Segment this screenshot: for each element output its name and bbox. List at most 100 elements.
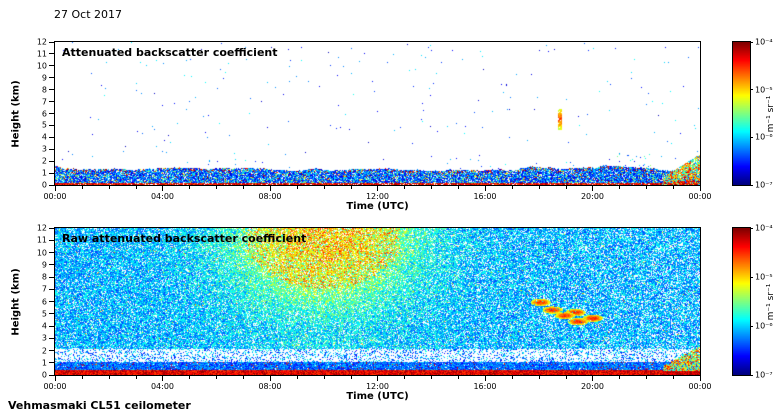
x-minor-tick-mark <box>243 186 245 189</box>
x-minor-tick-mark <box>296 376 298 379</box>
x-tick-mark <box>699 376 701 381</box>
x-tick-mark <box>592 376 593 381</box>
y-tick-mark <box>49 374 54 376</box>
x-tick-mark <box>484 376 486 381</box>
x-minor-tick-mark <box>189 186 191 189</box>
colorbar-tick-mark <box>750 374 753 376</box>
y-tick-label: 1 <box>41 358 47 368</box>
y-tick-mark <box>49 288 54 290</box>
raw-attenuated-backscatter-heatmap <box>55 228 700 375</box>
y-tick-label: 10 <box>36 248 47 257</box>
colorbar-tick-mark <box>750 325 753 327</box>
x-minor-tick-mark <box>673 376 675 379</box>
x-minor-tick-mark <box>646 186 648 189</box>
x-tick-mark <box>54 376 56 381</box>
x-tick-mark <box>377 376 378 381</box>
x-minor-tick-mark <box>673 186 675 189</box>
x-tick-label: 16:00 <box>473 192 497 201</box>
x-minor-tick-mark <box>511 376 513 379</box>
y-tick-label: 9 <box>41 73 47 83</box>
x-minor-tick-mark <box>189 376 191 379</box>
x-minor-tick-mark <box>81 376 83 379</box>
x-minor-tick-mark <box>458 376 460 379</box>
y-tick-label: 8 <box>41 85 47 95</box>
y-tick-mark <box>49 350 54 351</box>
y-tick-label: 11 <box>36 49 47 59</box>
x-minor-tick-mark <box>565 186 567 189</box>
colorbar-tick-label: 10⁻⁴ <box>755 37 773 47</box>
colorbar-gradient-bottom <box>733 228 750 375</box>
x-minor-tick-mark <box>511 186 513 189</box>
colorbar-units-top: m⁻¹ sr⁻¹ <box>766 95 776 132</box>
y-tick-label: 2 <box>41 156 47 166</box>
y-tick-label: 8 <box>41 272 47 282</box>
x-tick-mark <box>484 186 486 191</box>
x-tick-label: 00:00 <box>688 192 712 201</box>
y-tick-mark <box>49 172 54 174</box>
x-tick-mark <box>162 376 163 381</box>
y-tick-label: 3 <box>41 333 47 343</box>
x-axis-label-bottom: Time (UTC) <box>346 391 409 402</box>
y-tick-mark <box>49 101 54 103</box>
y-axis-label-top: Height (km) <box>10 79 22 148</box>
y-tick-mark <box>49 276 54 278</box>
x-minor-tick-mark <box>108 186 110 189</box>
y-tick-mark <box>49 160 54 162</box>
x-tick-label: 16:00 <box>473 382 497 391</box>
x-minor-tick-mark <box>81 186 83 189</box>
x-minor-tick-mark <box>619 376 621 379</box>
y-tick-label: 6 <box>41 297 47 306</box>
x-minor-tick-mark <box>108 376 110 379</box>
x-minor-tick-mark <box>350 186 352 189</box>
x-tick-mark <box>269 186 271 191</box>
x-tick-mark <box>377 186 378 191</box>
raw-attenuated-backscatter-plot <box>54 227 701 376</box>
y-tick-label: 11 <box>36 235 47 245</box>
colorbar-tick-mark <box>750 41 753 43</box>
x-tick-label: 12:00 <box>365 382 390 391</box>
y-tick-label: 0 <box>41 370 47 380</box>
x-tick-label: 00:00 <box>43 192 67 201</box>
colorbar-tick-label: 10⁻⁶ <box>755 132 773 142</box>
y-tick-label: 12 <box>36 223 47 233</box>
x-minor-tick-mark <box>538 376 540 379</box>
colorbar-tick-mark <box>750 89 753 91</box>
x-tick-label: 00:00 <box>43 382 67 391</box>
x-minor-tick-mark <box>431 186 433 189</box>
y-tick-mark <box>49 184 54 186</box>
y-tick-label: 1 <box>41 168 47 178</box>
y-tick-label: 10 <box>36 61 47 71</box>
y-tick-mark <box>49 227 54 229</box>
colorbar-tick-label: 10⁻⁷ <box>755 370 773 380</box>
x-tick-label: 20:00 <box>580 192 605 201</box>
y-tick-mark <box>49 362 54 364</box>
colorbar-tick-label: 10⁻⁵ <box>755 272 773 282</box>
y-tick-mark <box>49 264 54 266</box>
colorbar-tick-label: 10⁻⁵ <box>755 85 773 95</box>
y-tick-label: 3 <box>41 144 47 154</box>
x-tick-mark <box>592 186 593 191</box>
y-tick-label: 6 <box>41 109 47 118</box>
y-tick-mark <box>49 337 54 339</box>
y-tick-mark <box>49 301 54 302</box>
y-tick-mark <box>49 124 54 126</box>
y-tick-label: 7 <box>41 97 47 107</box>
x-minor-tick-mark <box>216 376 218 379</box>
x-minor-tick-mark <box>296 186 298 189</box>
y-tick-mark <box>49 113 54 114</box>
x-tick-label: 04:00 <box>150 382 175 391</box>
colorbar-tick-label: 10⁻⁷ <box>755 180 773 190</box>
y-tick-label: 5 <box>41 309 47 319</box>
attenuated-backscatter-plot <box>54 41 701 186</box>
colorbar-tick-mark <box>750 276 753 278</box>
attenuated-backscatter-heatmap <box>55 42 700 185</box>
x-axis-label-top: Time (UTC) <box>346 201 409 212</box>
y-tick-mark <box>49 252 54 253</box>
y-tick-label: 7 <box>41 284 47 294</box>
colorbar-bottom <box>732 227 751 376</box>
x-minor-tick-mark <box>404 186 406 189</box>
x-tick-label: 20:00 <box>580 382 605 391</box>
x-tick-mark <box>54 186 56 191</box>
x-minor-tick-mark <box>323 186 325 189</box>
